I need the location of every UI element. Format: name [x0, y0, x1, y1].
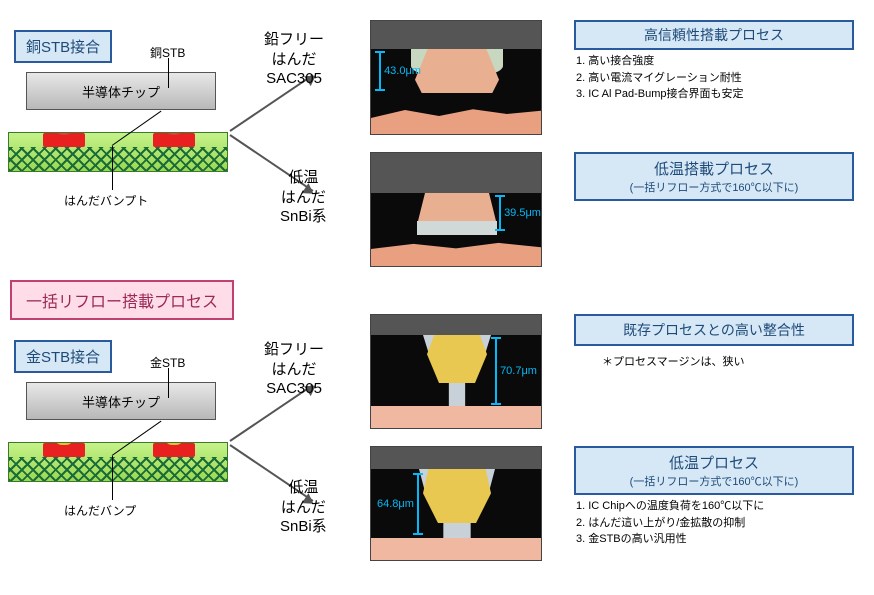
bump-label-cu: はんだバンプト [64, 192, 148, 209]
info-head-lp: 低温プロセス (一括リフロー方式で160℃以下に) [574, 446, 854, 495]
bump-left-au [54, 442, 74, 445]
pad-left-au [43, 443, 85, 457]
chip-label: 半導体チップ [82, 82, 160, 101]
bump-left [54, 132, 74, 135]
chip-label-au: 半導体チップ [82, 392, 160, 411]
measure-au-sac: 70.7μm [495, 337, 537, 405]
bump-label-au: はんだバンプ [64, 502, 136, 519]
gold-stb-title: 金STB接合 [14, 340, 112, 373]
pad-left [43, 133, 85, 147]
pad-right-au [153, 443, 195, 457]
micro-cu-sac: 43.0μm [370, 20, 542, 135]
info-head-compat: 既存プロセスとの高い整合性 [574, 314, 854, 346]
stb-label-cu: 銅STB [150, 44, 185, 61]
pcb-au [8, 442, 228, 482]
bump-right-au [164, 442, 184, 445]
micro-au-snbi: 64.8μm [370, 446, 542, 561]
info-low-mount: 低温搭載プロセス (一括リフロー方式で160℃以下に) [574, 152, 854, 201]
measure-cu-sac: 43.0μm [379, 51, 421, 91]
copper-chip-diagram: 半導体チップ [8, 72, 228, 172]
info-compat: 既存プロセスとの高い整合性 ＊プロセスマージンは、狭い [574, 314, 854, 371]
leader-stb [168, 58, 169, 88]
copper-stb-title: 銅STB接合 [14, 30, 112, 63]
solder-pbfree-2: 鉛フリー はんだ SAC305 [264, 340, 324, 399]
info-high-reliability: 高信頼性搭載プロセス 1. 高い接合強度 2. 高い電流マイグレーション耐性 3… [574, 20, 854, 103]
info-list-hr: 1. 高い接合強度 2. 高い電流マイグレーション耐性 3. IC Al Pad… [574, 50, 854, 103]
gold-chip-diagram: 半導体チップ [8, 382, 228, 482]
solder-lowtemp-1: 低温 はんだ SnBi系 [280, 168, 327, 227]
stb-label-au: 金STB [150, 354, 185, 371]
solder-pbfree-1: 鉛フリー はんだ SAC305 [264, 30, 324, 89]
pcb-hatch [9, 147, 227, 171]
leader-bump-au-v [112, 456, 113, 500]
leader-stb-au [168, 368, 169, 398]
solder-lowtemp-2: 低温 はんだ SnBi系 [280, 478, 327, 537]
chip-body-au: 半導体チップ [26, 382, 216, 420]
pad-right [153, 133, 195, 147]
pcb [8, 132, 228, 172]
chip-body: 半導体チップ [26, 72, 216, 110]
reflow-title: 一括リフロー搭載プロセス [10, 280, 234, 320]
micro-cu-snbi: 39.5μm [370, 152, 542, 267]
leader-bump-cu-v [112, 146, 113, 190]
micro-au-sac: 70.7μm [370, 314, 542, 429]
info-sub-compat: ＊プロセスマージンは、狭い [574, 346, 854, 371]
info-head-lm: 低温搭載プロセス (一括リフロー方式で160℃以下に) [574, 152, 854, 201]
info-low-proc: 低温プロセス (一括リフロー方式で160℃以下に) 1. IC Chipへの温度… [574, 446, 854, 548]
measure-cu-snbi: 39.5μm [499, 195, 541, 231]
bump-right [164, 132, 184, 135]
info-head-hr: 高信頼性搭載プロセス [574, 20, 854, 50]
info-list-lp: 1. IC Chipへの温度負荷を160℃以下に 2. はんだ這い上がり/金拡散… [574, 495, 854, 548]
measure-au-snbi: 64.8μm [377, 473, 419, 535]
